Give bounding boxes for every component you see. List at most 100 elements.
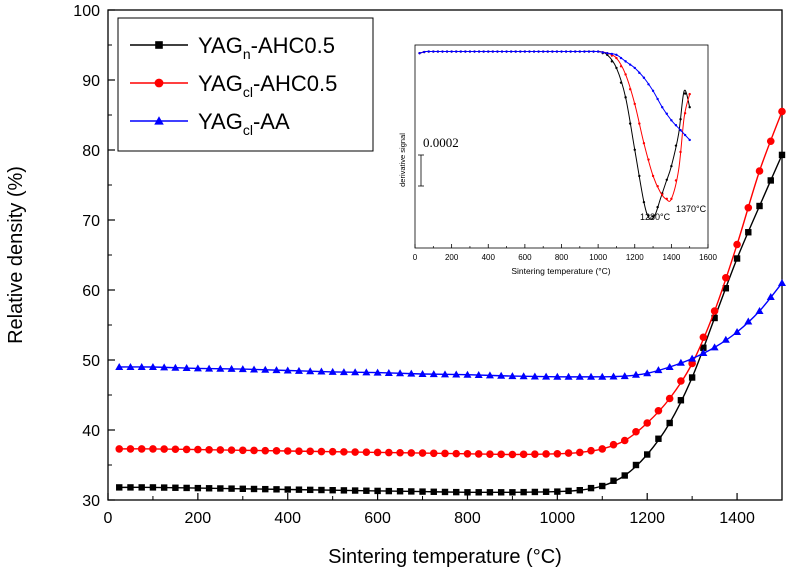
inset-data-point-series-2 — [519, 50, 522, 53]
data-point-series-2 — [272, 366, 281, 374]
data-point-series-2 — [126, 363, 135, 370]
data-point-series-1 — [474, 450, 483, 458]
data-point-series-2 — [362, 368, 371, 376]
data-point-series-0 — [778, 151, 786, 159]
data-point-series-1 — [766, 137, 775, 146]
data-point-series-1 — [733, 240, 741, 249]
inset-data-point-series-2 — [674, 124, 678, 127]
inset-data-point-series-1 — [619, 65, 623, 68]
inset-data-point-series-2 — [587, 50, 591, 53]
inset-data-point-series-2 — [496, 50, 499, 53]
inset-data-point-series-1 — [624, 73, 627, 76]
data-point-series-0 — [666, 419, 673, 427]
inset-data-point-series-1 — [688, 92, 691, 96]
inset-data-point-series-2 — [468, 50, 472, 53]
inset-data-point-series-2 — [532, 50, 536, 53]
data-point-series-0 — [183, 484, 190, 492]
inset-annotation-1370: 1370°C — [676, 204, 707, 214]
inset-x-axis-label: Sintering temperature (°C) — [511, 266, 610, 276]
inset-data-point-series-1 — [670, 197, 673, 201]
inset-data-point-series-0 — [670, 164, 673, 168]
data-point-series-0 — [677, 397, 685, 404]
inset-data-point-series-1 — [665, 197, 668, 201]
data-point-series-1 — [429, 449, 438, 458]
inset-data-point-series-1 — [656, 184, 659, 188]
legend-label-1: YAGcl-AHC0.5 — [198, 71, 337, 100]
inset-data-point-series-2 — [596, 50, 600, 53]
data-point-series-1 — [587, 446, 595, 455]
inset-data-point-series-2 — [432, 50, 435, 53]
inset-annotation-1280: 1280°C — [640, 212, 671, 222]
inset-data-point-series-0 — [647, 214, 650, 218]
data-point-series-1 — [328, 447, 337, 456]
data-point-series-0 — [655, 435, 662, 442]
data-point-series-2 — [250, 365, 259, 373]
data-point-series-2 — [609, 372, 618, 380]
legend-marker-0 — [155, 41, 163, 49]
data-point-series-0 — [565, 487, 572, 495]
data-point-series-0 — [262, 485, 269, 493]
inset-data-point-series-2 — [450, 50, 453, 53]
inset-data-point-series-2 — [523, 50, 527, 53]
data-point-series-1 — [486, 450, 494, 458]
data-point-series-0 — [127, 484, 134, 491]
data-point-series-2 — [699, 349, 708, 356]
data-point-series-2 — [721, 335, 730, 343]
data-point-series-0 — [756, 202, 763, 210]
legend-marker-1 — [154, 78, 164, 88]
data-point-series-0 — [273, 486, 280, 493]
data-point-series-2 — [620, 372, 629, 380]
inset-x-tick-label: 600 — [518, 253, 532, 262]
inset-x-tick-label: 1400 — [662, 253, 680, 262]
data-point-series-1 — [441, 449, 449, 458]
inset-data-point-series-1 — [615, 56, 618, 60]
data-point-series-2 — [665, 363, 674, 370]
data-point-series-2 — [216, 364, 225, 372]
data-point-series-1 — [306, 447, 315, 456]
inset-data-point-series-2 — [610, 52, 614, 56]
data-point-series-1 — [194, 445, 202, 454]
inset-data-point-series-2 — [638, 71, 641, 75]
x-tick-label: 800 — [454, 510, 481, 527]
data-point-series-0 — [363, 487, 370, 494]
inset-data-point-series-2 — [661, 106, 664, 109]
inset-data-point-series-0 — [683, 92, 687, 95]
main-x-axis-label: Sintering temperature (°C) — [328, 546, 562, 568]
data-point-series-1 — [362, 448, 371, 457]
legend-label-2: YAGcl-AA — [198, 109, 290, 138]
data-point-series-0 — [217, 485, 224, 492]
inset-data-point-series-1 — [683, 112, 687, 115]
inset-data-point-series-2 — [418, 51, 421, 55]
data-point-series-1 — [182, 445, 191, 454]
data-point-series-1 — [542, 450, 550, 458]
data-point-series-0 — [632, 461, 640, 469]
data-point-series-0 — [430, 488, 437, 495]
inset-data-point-series-2 — [459, 50, 462, 53]
data-point-series-1 — [531, 450, 539, 458]
data-point-series-1 — [497, 450, 505, 459]
data-point-series-2 — [778, 279, 786, 286]
inset-data-point-series-2 — [436, 50, 440, 53]
inset-data-point-series-0 — [624, 96, 627, 99]
inset-data-point-series-2 — [473, 50, 476, 53]
data-point-series-1 — [418, 449, 427, 457]
data-point-series-2 — [643, 369, 652, 377]
data-point-series-2 — [755, 307, 764, 314]
y-tick-label: 70 — [82, 213, 100, 230]
data-point-series-0 — [250, 485, 258, 493]
inset-data-point-series-0 — [688, 106, 691, 109]
data-point-series-1 — [385, 448, 393, 457]
legend-items: YAGn-AHC0.5 YAGcl-AHC0.5 YAGcl-AA — [130, 33, 337, 138]
inset-data-point-series-2 — [647, 83, 650, 86]
data-point-series-1 — [778, 107, 786, 116]
data-point-series-2 — [676, 358, 685, 366]
inset-data-point-series-0 — [665, 178, 668, 181]
y-tick-label: 80 — [82, 143, 100, 160]
data-point-series-1 — [137, 445, 146, 453]
data-point-series-1 — [227, 446, 236, 454]
inset-data-point-series-2 — [464, 50, 467, 53]
inset-x-tick-label: 400 — [482, 253, 496, 262]
data-point-series-0 — [194, 484, 202, 492]
data-point-series-0 — [688, 374, 696, 381]
inset-data-point-series-2 — [509, 50, 513, 53]
